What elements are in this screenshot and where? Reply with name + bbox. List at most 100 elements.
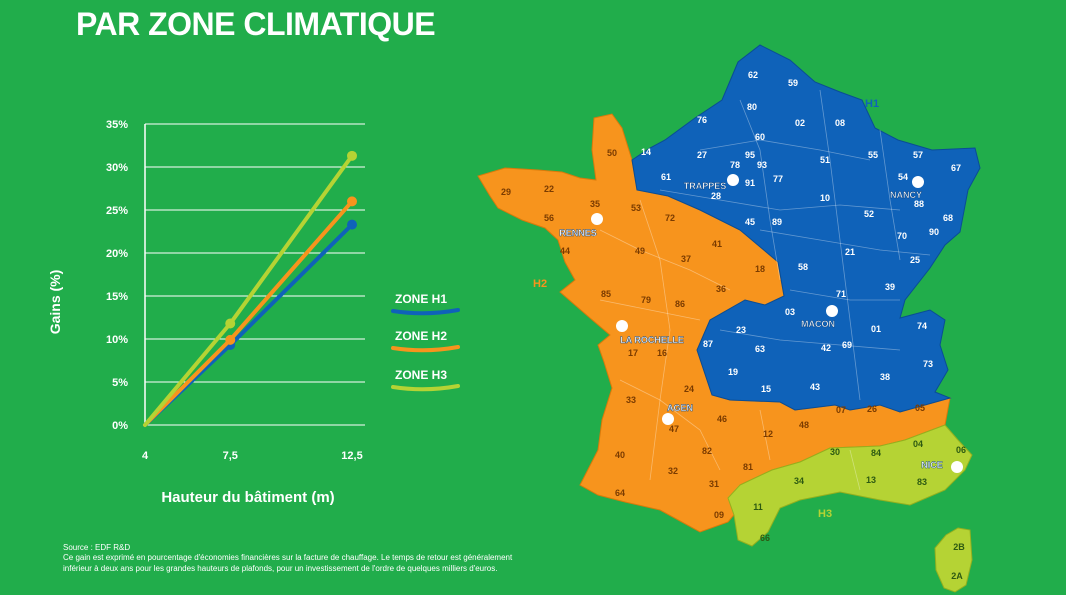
department-label: 85 (601, 289, 611, 299)
department-label: 34 (794, 476, 804, 486)
department-label: 67 (951, 163, 961, 173)
department-label: 59 (788, 78, 798, 88)
department-label: 56 (544, 213, 554, 223)
data-point (225, 318, 236, 329)
department-label: 26 (867, 404, 877, 414)
department-label: 19 (728, 367, 738, 377)
legend-swatch (391, 384, 460, 392)
department-label: 14 (641, 147, 651, 157)
y-axis-label: Gains (%) (47, 270, 63, 335)
department-label: 73 (923, 359, 933, 369)
department-label: 72 (665, 213, 675, 223)
department-label: 2A (951, 571, 963, 581)
department-label: 81 (743, 462, 753, 472)
department-label: 57 (913, 150, 923, 160)
department-label: 36 (716, 284, 726, 294)
department-label: 84 (871, 448, 881, 458)
zone-label: H3 (818, 508, 832, 520)
department-label: 76 (697, 115, 707, 125)
city-label: NICE (921, 460, 943, 470)
city-dot (826, 305, 838, 317)
department-label: 30 (830, 447, 840, 457)
department-label: 21 (845, 247, 855, 257)
y-tick-label: 10% (106, 334, 128, 346)
department-label: 58 (798, 262, 808, 272)
department-label: 51 (820, 155, 830, 165)
city-label: MACON (801, 319, 835, 329)
department-label: 25 (910, 255, 920, 265)
department-label: 39 (885, 282, 895, 292)
city-dot (727, 174, 739, 186)
department-label: 32 (668, 466, 678, 476)
zone-label: H2 (533, 278, 547, 290)
city-dot (662, 413, 674, 425)
department-label: 04 (913, 439, 923, 449)
department-label: 53 (631, 203, 641, 213)
department-label: 64 (615, 488, 625, 498)
department-label: 13 (866, 475, 876, 485)
legend-swatch (391, 345, 460, 353)
legend-label: ZONE H3 (395, 368, 447, 382)
footnote-line-1: Ce gain est exprimé en pourcentage d'éco… (63, 553, 513, 562)
department-label: 79 (641, 295, 651, 305)
department-label: 28 (711, 191, 721, 201)
department-label: 09 (714, 510, 724, 520)
department-label: 52 (864, 209, 874, 219)
city-label: AGEN (667, 403, 693, 413)
department-label: 77 (773, 174, 783, 184)
department-label: 46 (717, 414, 727, 424)
department-label: 07 (836, 405, 846, 415)
legend-label: ZONE H1 (395, 292, 447, 306)
department-label: 15 (761, 384, 771, 394)
department-label: 61 (661, 172, 671, 182)
y-tick-label: 15% (106, 291, 128, 303)
department-label: 40 (615, 450, 625, 460)
y-tick-label: 0% (112, 420, 128, 432)
department-label: 35 (590, 199, 600, 209)
department-label: 16 (657, 348, 667, 358)
department-label: 71 (836, 289, 846, 299)
department-label: 22 (544, 184, 554, 194)
department-label: 41 (712, 239, 722, 249)
department-label: 10 (820, 193, 830, 203)
city-dot (616, 320, 628, 332)
department-label: 86 (675, 299, 685, 309)
department-label: 06 (956, 445, 966, 455)
y-tick-label: 20% (106, 248, 128, 260)
department-label: 43 (810, 382, 820, 392)
data-point (347, 219, 357, 230)
department-label: 66 (760, 533, 770, 543)
city-markers: TRAPPES NANCY RENNES MACON LA ROCHELLE AGEN NI… (559, 174, 963, 473)
department-label: 82 (702, 446, 712, 456)
corsica-region (934, 527, 973, 593)
y-tick-label: 25% (106, 205, 128, 217)
department-label: 50 (607, 148, 617, 158)
department-borders (599, 89, 931, 491)
department-label: 70 (897, 231, 907, 241)
department-label: 62 (748, 70, 758, 80)
department-label: 47 (669, 424, 679, 434)
source-note: Source : EDF R&D (63, 543, 131, 552)
legend-swatch (391, 308, 460, 316)
department-label: 42 (821, 343, 831, 353)
department-label: 37 (681, 254, 691, 264)
city-label: TRAPPES (684, 181, 727, 191)
data-point (347, 196, 357, 207)
department-label: 02 (795, 118, 805, 128)
department-label: 17 (628, 348, 638, 358)
department-label: 74 (917, 321, 927, 331)
department-label: 68 (943, 213, 953, 223)
department-label: 83 (917, 477, 927, 487)
department-label: 08 (835, 118, 845, 128)
zone-h1-region (631, 44, 981, 413)
city-dot (591, 213, 603, 225)
department-label: 24 (684, 384, 694, 394)
department-label: 45 (745, 217, 755, 227)
department-label: 01 (871, 324, 881, 334)
city-label: LA ROCHELLE (620, 335, 684, 345)
x-tick-label: 12,5 (341, 450, 362, 462)
department-label: 89 (772, 217, 782, 227)
city-label: RENNES (559, 228, 597, 238)
